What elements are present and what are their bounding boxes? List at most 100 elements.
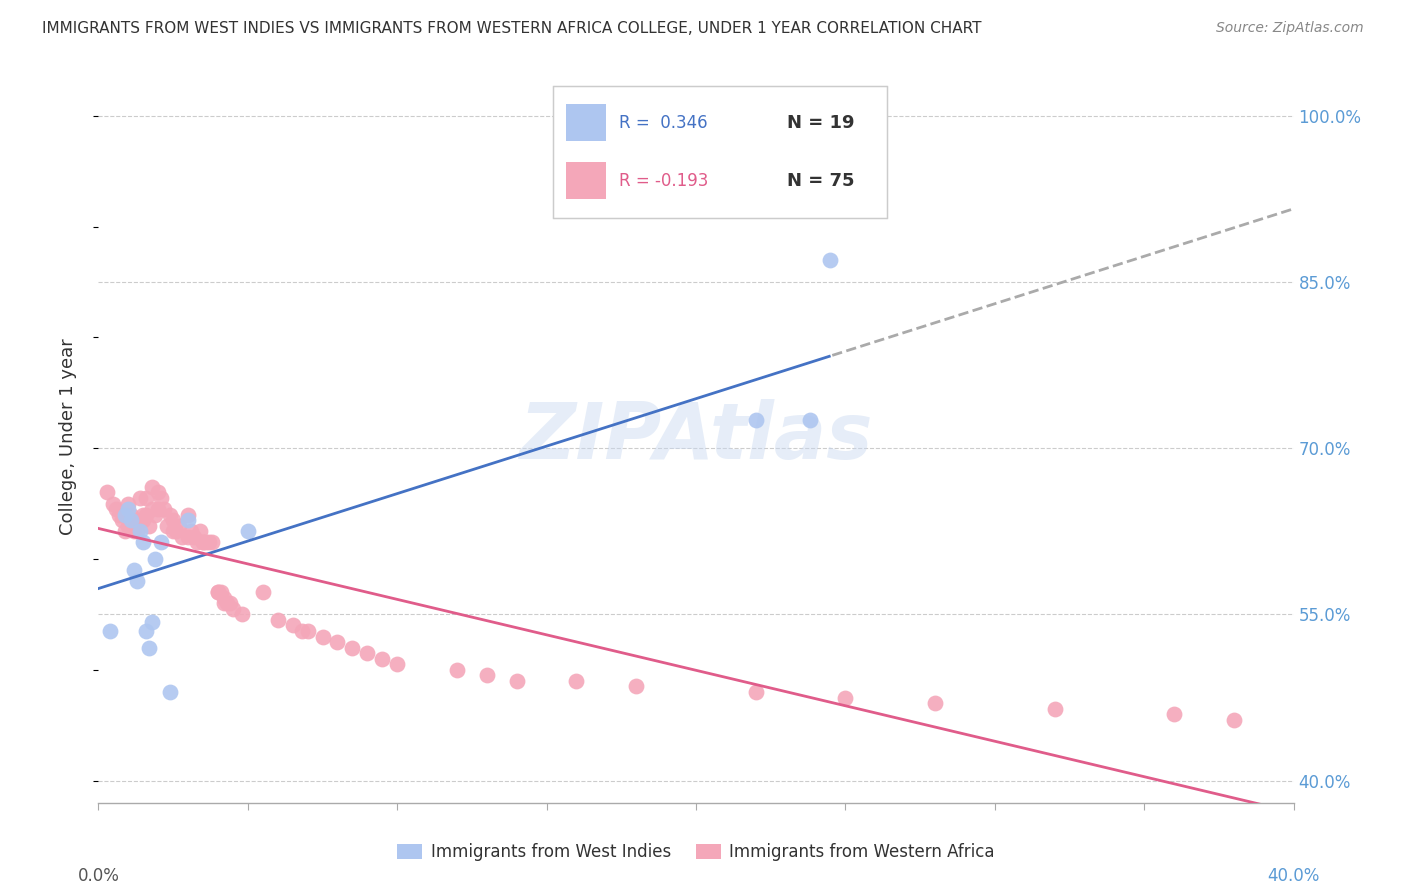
Point <box>180 524 202 539</box>
Point <box>96 485 118 500</box>
Y-axis label: College, Under 1 year: College, Under 1 year <box>59 339 77 535</box>
Point <box>236 524 259 539</box>
Point <box>207 585 229 599</box>
Point <box>105 502 128 516</box>
Point <box>150 535 173 549</box>
Point <box>191 535 214 549</box>
Point <box>135 624 157 638</box>
Point <box>207 585 229 599</box>
Point <box>371 651 394 665</box>
Point <box>195 535 218 549</box>
Point <box>209 585 232 599</box>
Point <box>124 518 146 533</box>
Point <box>127 524 149 539</box>
Point <box>219 596 242 610</box>
Point <box>111 513 134 527</box>
Point <box>156 518 179 533</box>
Point <box>565 673 588 688</box>
Text: ZIPAtlas: ZIPAtlas <box>519 399 873 475</box>
Point <box>141 615 163 629</box>
Point <box>120 508 142 522</box>
Point <box>124 563 146 577</box>
Point <box>1163 707 1185 722</box>
Text: 0.0%: 0.0% <box>77 867 120 885</box>
Point <box>120 513 142 527</box>
Point <box>820 252 842 267</box>
Point <box>183 530 205 544</box>
Point <box>177 530 200 544</box>
Point <box>114 524 136 539</box>
Point <box>799 413 821 427</box>
Text: IMMIGRANTS FROM WEST INDIES VS IMMIGRANTS FROM WESTERN AFRICA COLLEGE, UNDER 1 Y: IMMIGRANTS FROM WEST INDIES VS IMMIGRANT… <box>42 21 981 36</box>
Point <box>159 508 181 522</box>
Point <box>326 635 349 649</box>
Point <box>159 685 181 699</box>
Point <box>297 624 319 638</box>
Point <box>212 591 235 605</box>
Point <box>291 624 314 638</box>
Point <box>148 502 170 516</box>
Point <box>103 497 125 511</box>
Legend: Immigrants from West Indies, Immigrants from Western Africa: Immigrants from West Indies, Immigrants … <box>391 837 1001 868</box>
Point <box>281 618 304 632</box>
Point <box>215 596 238 610</box>
Point <box>124 524 146 539</box>
Point <box>172 530 194 544</box>
Point <box>117 497 139 511</box>
Point <box>143 508 166 522</box>
Point <box>132 513 155 527</box>
Point <box>177 508 200 522</box>
Point <box>98 624 122 638</box>
Point <box>1043 701 1066 715</box>
Point <box>135 508 157 522</box>
Point <box>475 668 498 682</box>
Point <box>198 535 221 549</box>
Point <box>191 535 214 549</box>
Point <box>446 663 468 677</box>
Point <box>150 491 173 505</box>
Point <box>114 508 136 522</box>
Point <box>135 491 157 505</box>
Point <box>212 596 235 610</box>
Point <box>177 513 200 527</box>
Point <box>141 502 163 516</box>
Point <box>141 480 163 494</box>
Point <box>267 613 290 627</box>
Point <box>127 513 149 527</box>
Point <box>201 535 224 549</box>
Text: 40.0%: 40.0% <box>1267 867 1320 885</box>
Point <box>143 552 166 566</box>
Point <box>506 673 529 688</box>
Point <box>356 646 378 660</box>
Point <box>342 640 364 655</box>
Point <box>117 502 139 516</box>
Point <box>188 524 211 539</box>
Point <box>129 491 152 505</box>
Point <box>626 680 648 694</box>
Point <box>385 657 409 672</box>
Point <box>311 630 333 644</box>
Point <box>127 574 149 589</box>
Text: Source: ZipAtlas.com: Source: ZipAtlas.com <box>1216 21 1364 35</box>
Point <box>745 413 768 427</box>
Point <box>117 518 139 533</box>
Point <box>167 518 190 533</box>
Point <box>222 602 245 616</box>
Point <box>132 508 155 522</box>
Point <box>231 607 253 622</box>
Point <box>745 685 768 699</box>
Point <box>138 640 160 655</box>
Point <box>186 535 208 549</box>
Point <box>132 535 155 549</box>
Point <box>162 524 184 539</box>
Point <box>924 696 946 710</box>
Point <box>138 518 160 533</box>
Point <box>1223 713 1246 727</box>
Point <box>129 524 152 539</box>
Point <box>148 485 170 500</box>
Point <box>252 585 274 599</box>
Point <box>162 513 184 527</box>
Point <box>108 508 131 522</box>
Point <box>153 502 176 516</box>
Point <box>165 524 187 539</box>
